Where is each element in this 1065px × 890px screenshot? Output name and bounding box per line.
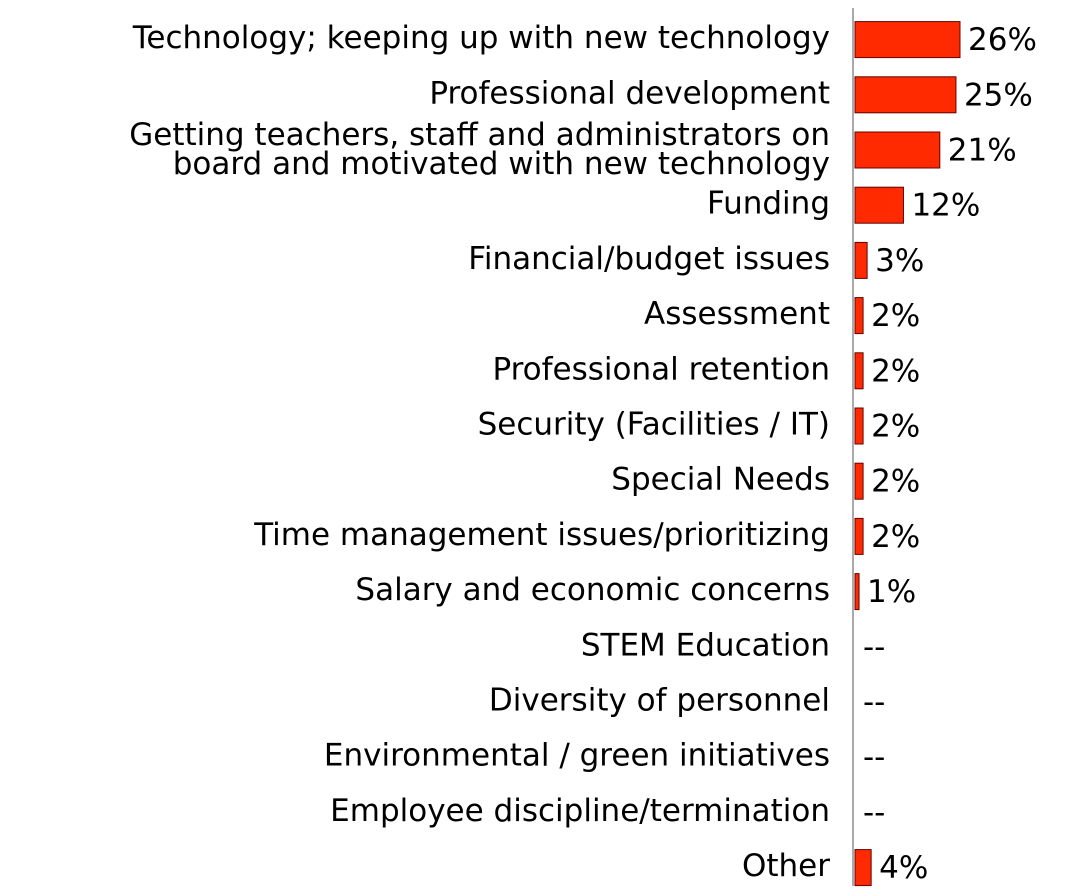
bar [854,849,872,887]
value-label: -- [863,795,885,831]
category-label: Special Needs [611,462,830,498]
bar [854,21,961,59]
bar [854,573,860,611]
bar [854,241,868,279]
category-label: Employee discipline/termination [330,793,830,829]
bar [854,517,864,555]
category-label: Funding [707,186,830,222]
value-label: -- [863,685,885,721]
category-label: Environmental / green initiatives [324,738,830,774]
category-label: Financial/budget issues [468,241,830,277]
category-label: Getting teachers, staff and administrato… [129,117,830,182]
bar [854,131,941,169]
category-label: Assessment [644,296,830,332]
value-label: -- [863,740,885,776]
category-label: Professional retention [492,351,830,387]
value-label: 3% [875,243,924,279]
bar [854,407,864,445]
value-label: 2% [871,353,920,389]
category-label: Other [742,848,830,884]
value-label: 25% [964,77,1033,113]
value-label: 2% [871,519,920,555]
value-label: 2% [871,464,920,500]
value-label: -- [863,629,885,665]
category-label: Diversity of personnel [489,683,830,719]
category-label: Salary and economic concerns [355,572,830,608]
bar [854,462,864,500]
value-label: 2% [871,298,920,334]
value-label: 26% [968,22,1037,58]
bar [854,76,957,114]
category-label: Security (Facilities / IT) [478,407,830,443]
bar [854,297,864,335]
value-label: 12% [911,188,980,224]
value-label: 1% [867,574,916,610]
value-label: 21% [948,133,1017,169]
category-label: Time management issues/prioritizing [253,517,830,553]
bar [854,352,864,390]
value-label: 4% [879,850,928,886]
category-label: Technology; keeping up with new technolo… [132,20,830,56]
value-label: 2% [871,409,920,445]
category-label: Professional development [429,75,830,111]
category-label: STEM Education [581,627,830,663]
bar [854,186,904,224]
